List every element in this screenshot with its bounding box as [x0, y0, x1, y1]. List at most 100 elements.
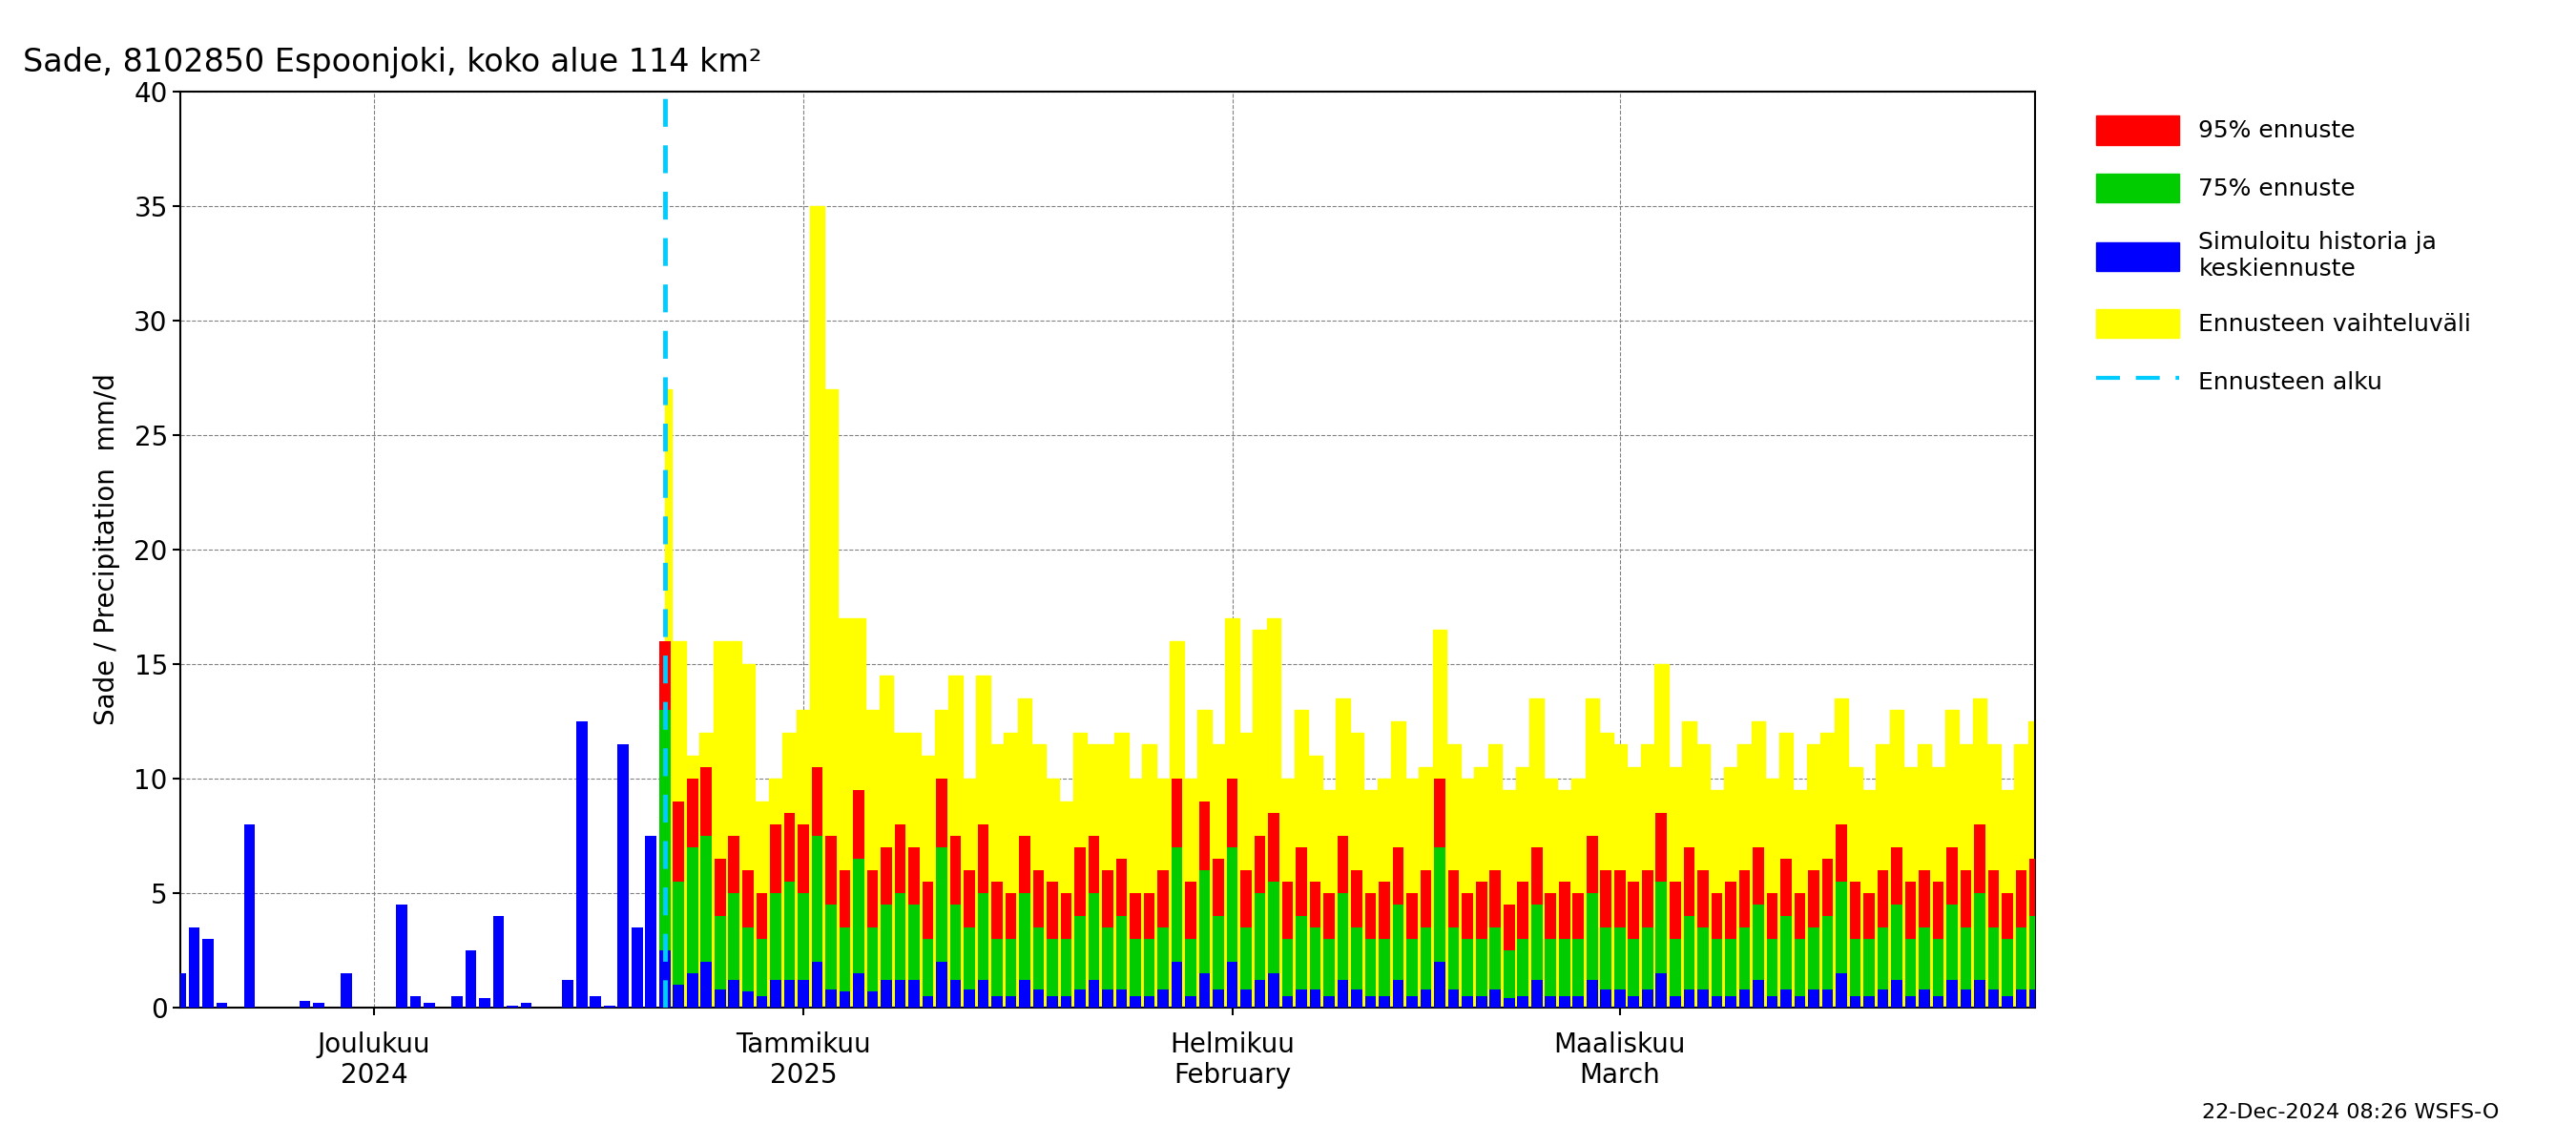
Bar — [951, 980, 961, 1008]
Bar — [909, 905, 920, 980]
Bar — [479, 998, 489, 1008]
Bar — [701, 836, 711, 962]
Bar — [216, 1003, 227, 1008]
Bar — [1710, 939, 1723, 996]
Bar — [1213, 989, 1224, 1008]
Bar — [1489, 927, 1502, 989]
Bar — [1726, 939, 1736, 996]
Bar — [1198, 973, 1211, 1008]
Bar — [1932, 882, 1945, 939]
Bar — [1615, 989, 1625, 1008]
Bar — [1074, 847, 1084, 916]
Bar — [1641, 989, 1654, 1008]
Bar — [1517, 939, 1528, 996]
Bar — [742, 992, 752, 1008]
Bar — [868, 927, 878, 992]
Bar — [1989, 989, 1999, 1008]
Bar — [1267, 882, 1280, 973]
Bar — [714, 989, 726, 1008]
Bar — [425, 1003, 435, 1008]
Bar — [1020, 980, 1030, 1008]
Bar — [1087, 980, 1100, 1008]
Bar — [1489, 989, 1502, 1008]
Bar — [672, 802, 685, 882]
Bar — [1808, 989, 1819, 1008]
Bar — [1419, 927, 1432, 989]
Bar — [1919, 989, 1929, 1008]
Bar — [1739, 989, 1749, 1008]
Bar — [1726, 996, 1736, 1008]
Bar — [1698, 870, 1708, 927]
Bar — [1033, 989, 1043, 1008]
Bar — [1850, 996, 1860, 1008]
Bar — [1463, 996, 1473, 1008]
Bar — [1185, 996, 1195, 1008]
Bar — [1973, 893, 1986, 980]
Bar — [1226, 962, 1239, 1008]
Bar — [1710, 996, 1723, 1008]
Bar — [1131, 939, 1141, 996]
Bar — [466, 950, 477, 1008]
Bar — [2030, 859, 2040, 916]
Bar — [688, 779, 698, 847]
Bar — [840, 927, 850, 992]
Bar — [1685, 916, 1695, 989]
Bar — [1267, 973, 1280, 1008]
Bar — [618, 744, 629, 1008]
Bar — [299, 1001, 312, 1008]
Bar — [647, 836, 657, 1008]
Bar — [783, 980, 796, 1008]
Bar — [1406, 893, 1417, 939]
Bar — [562, 980, 574, 1008]
Bar — [1685, 989, 1695, 1008]
Bar — [976, 893, 989, 980]
Bar — [853, 790, 863, 859]
Bar — [714, 859, 726, 916]
Bar — [1837, 973, 1847, 1008]
Bar — [1795, 893, 1806, 939]
Bar — [922, 939, 933, 996]
Bar — [922, 996, 933, 1008]
Bar — [1144, 939, 1154, 996]
Bar — [1131, 996, 1141, 1008]
Bar — [1324, 996, 1334, 1008]
Bar — [1641, 927, 1654, 989]
Bar — [1242, 870, 1252, 927]
Bar — [894, 824, 907, 893]
Bar — [1489, 870, 1502, 927]
Bar — [729, 836, 739, 893]
Bar — [1309, 989, 1321, 1008]
Bar — [175, 973, 185, 1008]
Bar — [1394, 980, 1404, 1008]
Bar — [909, 980, 920, 1008]
Bar — [603, 1005, 616, 1008]
Bar — [1989, 927, 1999, 989]
Bar — [1406, 996, 1417, 1008]
Bar — [799, 980, 809, 1008]
Bar — [1504, 950, 1515, 998]
Bar — [1780, 916, 1790, 989]
Bar — [1046, 882, 1059, 939]
Bar — [1504, 905, 1515, 950]
Bar — [688, 973, 698, 1008]
Bar — [853, 973, 863, 1008]
Bar — [1878, 870, 1888, 927]
Bar — [631, 927, 641, 1008]
Bar — [1005, 996, 1018, 1008]
Bar — [1378, 939, 1391, 996]
Bar — [1530, 905, 1543, 980]
Bar — [1891, 905, 1901, 980]
Bar — [1033, 927, 1043, 989]
Bar — [935, 962, 948, 1008]
Bar — [2002, 939, 2012, 996]
Bar — [1752, 905, 1765, 980]
Bar — [1255, 980, 1265, 1008]
Bar — [340, 973, 353, 1008]
Bar — [1558, 882, 1569, 939]
Bar — [1283, 939, 1293, 996]
Bar — [1739, 927, 1749, 989]
Bar — [701, 767, 711, 836]
Bar — [1587, 836, 1597, 893]
Bar — [1821, 916, 1834, 989]
Bar — [714, 916, 726, 989]
